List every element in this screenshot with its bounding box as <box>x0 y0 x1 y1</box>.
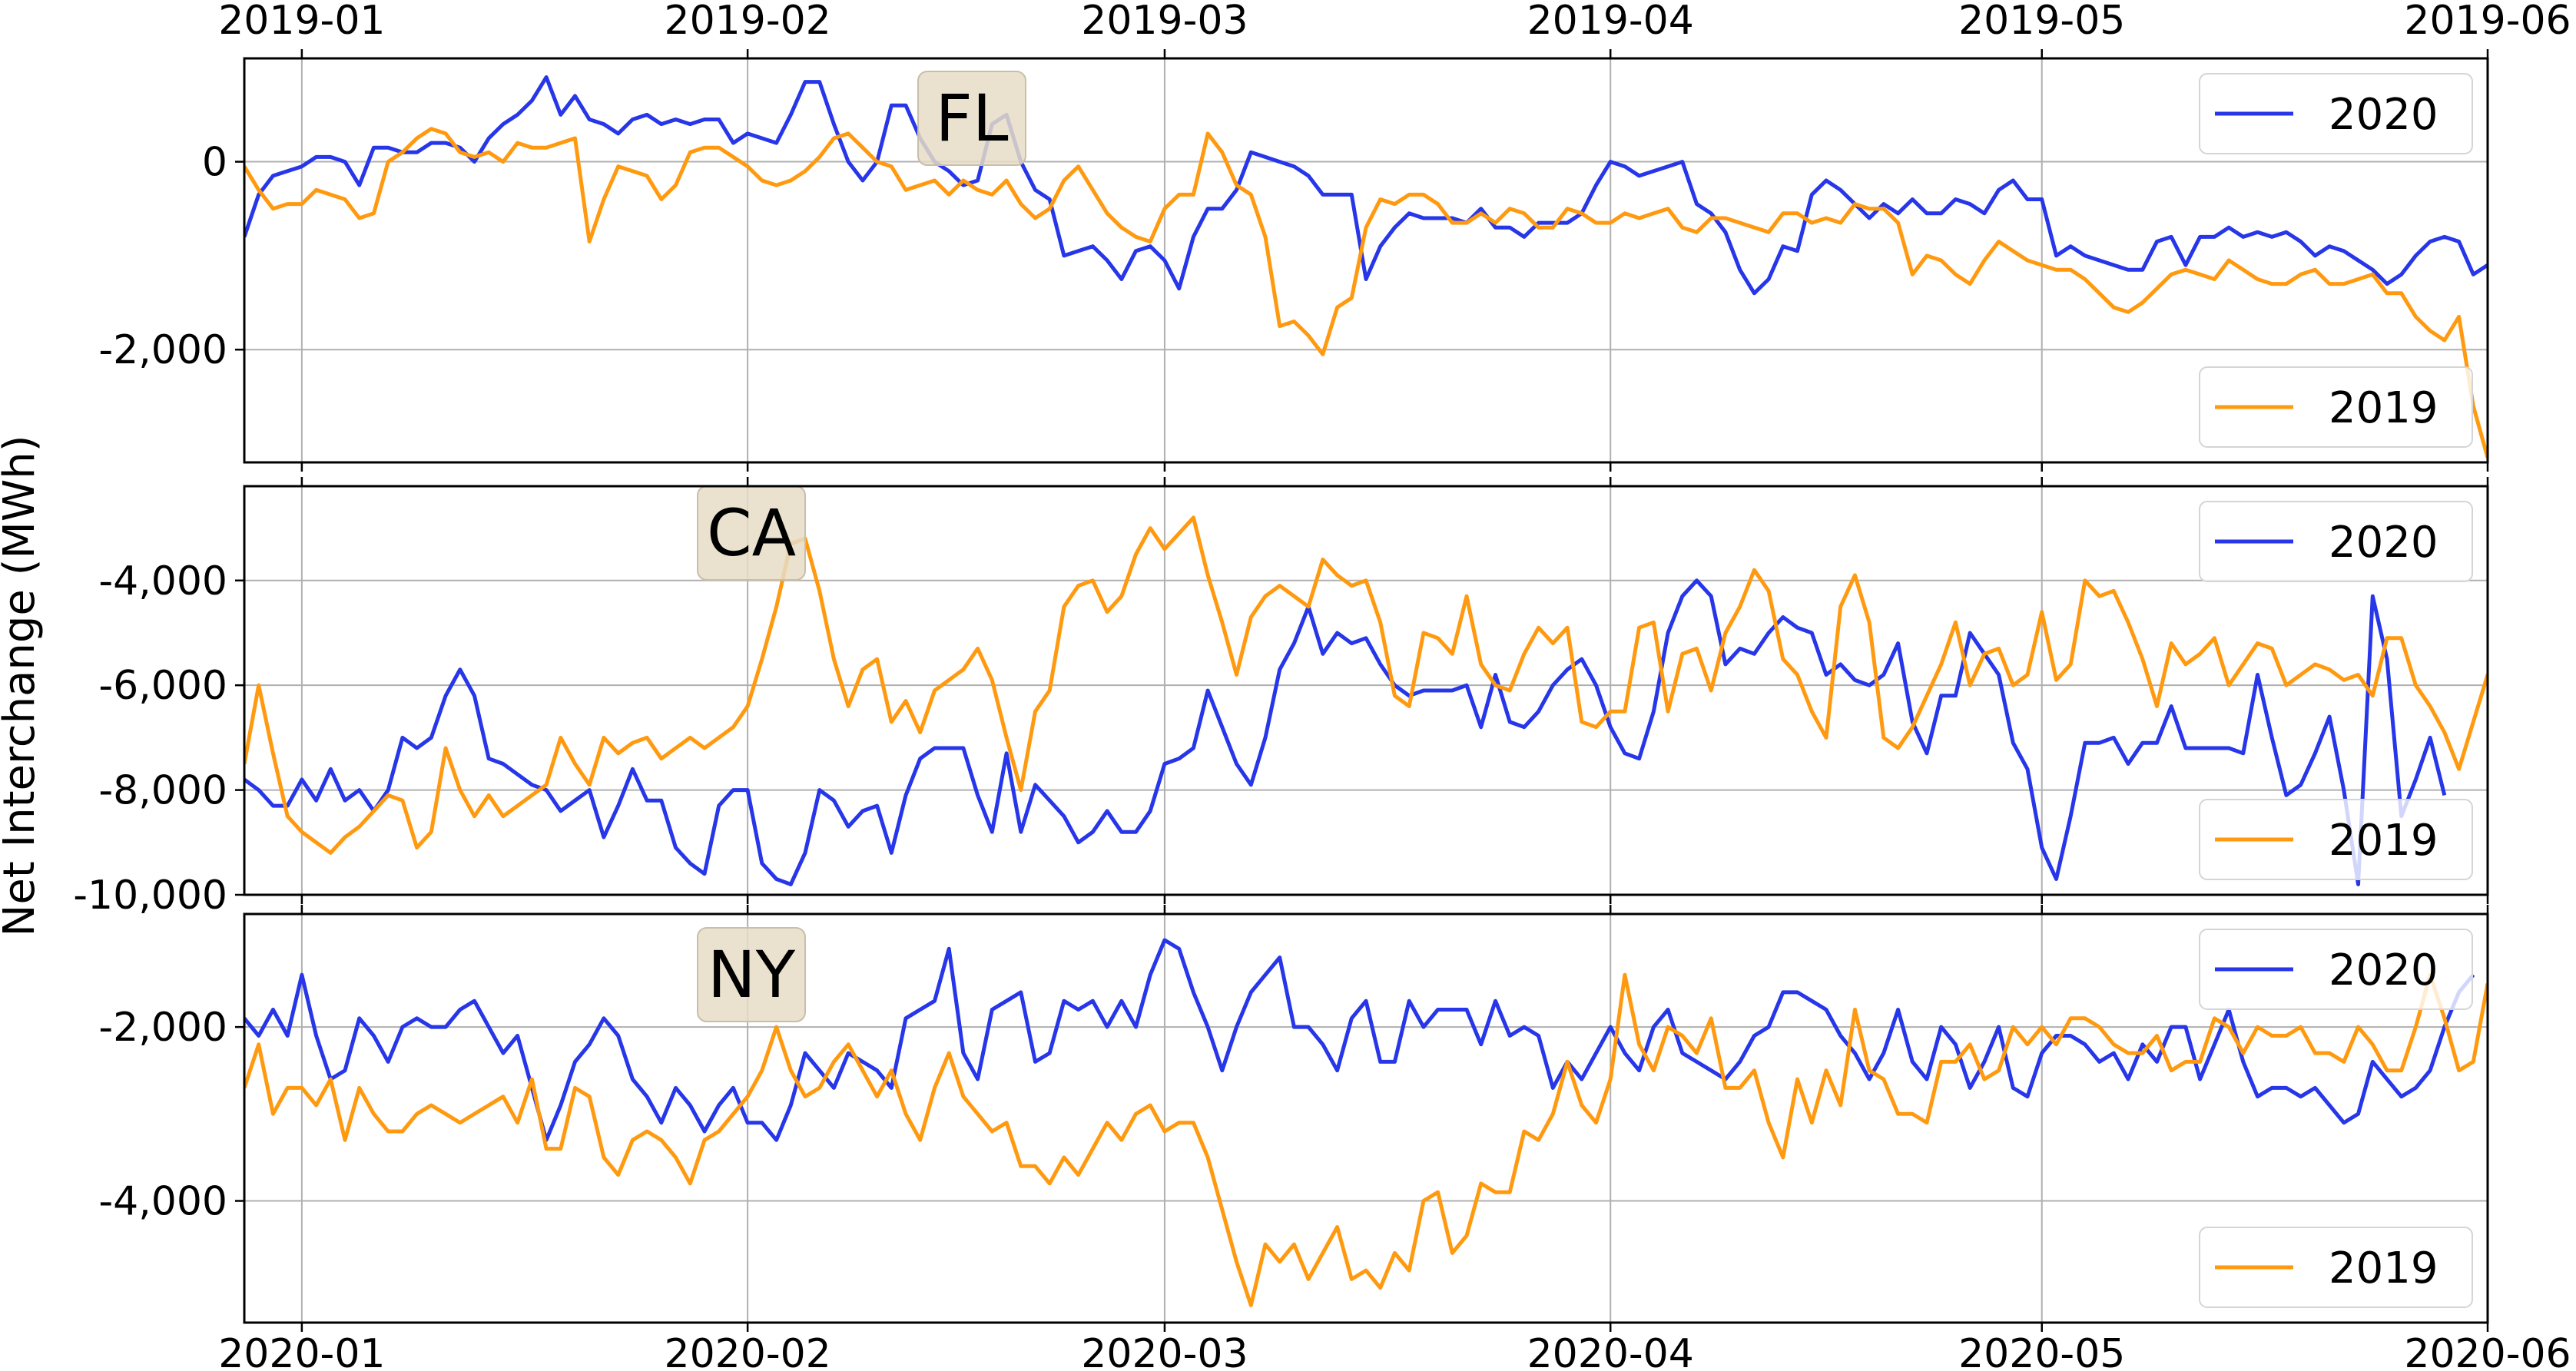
panel-tag-label: CA <box>707 495 796 571</box>
legend-label: 2020 <box>2329 90 2438 140</box>
x-tick-label-bottom: 2020-02 <box>664 1331 830 1371</box>
legend-2020: 2020 <box>2199 929 2473 1010</box>
plot-frame <box>243 912 2489 1324</box>
x-tick-label-top: 2019-06 <box>2404 0 2571 44</box>
panel-tag: FL <box>917 71 1026 166</box>
x-tick-label-bottom: 2020-06 <box>2404 1331 2571 1371</box>
panel-ca: -4,000 -6,000 -8,000 -10,000 CA 2020 2019 <box>73 477 2489 919</box>
y-tick-label: -2,000 <box>98 1005 227 1051</box>
x-tick-label-top: 2019-02 <box>664 0 830 44</box>
x-tick-label-bottom: 2020-04 <box>1527 1331 1694 1371</box>
panel-tag-label: NY <box>708 937 796 1012</box>
panels: 0 -2,000 FL 2020 2019 -4,000 -6,000 -8,000 -10,0… <box>73 49 2489 1332</box>
legend-label: 2020 <box>2329 518 2438 568</box>
x-tick-label-top: 2019-04 <box>1527 0 1694 44</box>
legend-label: 2020 <box>2329 945 2438 995</box>
y-tick-label: -4,000 <box>98 1179 227 1225</box>
series-line-2019 <box>244 127 2488 459</box>
top-axis-ticks: 2019-01 2019-02 2019-03 2019-04 2019-05 2019-… <box>218 0 2571 44</box>
y-tick-label: -8,000 <box>98 768 227 814</box>
panel-tag-label: FL <box>935 81 1008 156</box>
x-tick-label-top: 2019-03 <box>1081 0 1248 44</box>
y-tick-label: -6,000 <box>98 663 227 709</box>
panel-fl: 0 -2,000 FL 2020 2019 <box>98 49 2489 472</box>
legend-2019: 2019 <box>2199 1227 2473 1308</box>
legend-2020: 2020 <box>2199 501 2473 582</box>
series-line-2019 <box>244 515 2488 855</box>
legend-label: 2019 <box>2329 816 2438 866</box>
legend-2019: 2019 <box>2199 799 2473 880</box>
x-tick-label-top: 2019-01 <box>218 0 385 44</box>
bottom-axis-ticks: 2020-01 2020-02 2020-03 2020-04 2020-05 2020-… <box>218 1331 2571 1371</box>
plot-frame <box>243 485 2489 896</box>
y-tick-label: -2,000 <box>98 327 227 373</box>
legend-2020: 2020 <box>2199 73 2473 154</box>
x-tick-label-bottom: 2020-01 <box>218 1331 385 1371</box>
y-tick-label: -10,000 <box>73 873 227 919</box>
panel-tag: CA <box>697 485 806 581</box>
y-tick-label: 0 <box>202 140 227 186</box>
y-tick-label: -4,000 <box>98 558 227 604</box>
x-tick-label-top: 2019-05 <box>1958 0 2125 44</box>
panel-tag: NY <box>697 927 806 1022</box>
legend-label: 2019 <box>2329 383 2438 433</box>
series-line-2020 <box>244 938 2475 1142</box>
plot-frame <box>243 57 2489 464</box>
panel-ny: -2,000 -4,000 NY 2020 2019 <box>98 905 2489 1332</box>
series-line-2019 <box>244 972 2488 1307</box>
series-line-2020 <box>244 75 2488 296</box>
x-tick-label-bottom: 2020-05 <box>1958 1331 2125 1371</box>
legend-label: 2019 <box>2329 1244 2438 1293</box>
legend-2019: 2019 <box>2199 366 2473 448</box>
series-line-2020 <box>244 578 2447 886</box>
x-tick-label-bottom: 2020-03 <box>1081 1331 1248 1371</box>
y-axis-label: Net Interchange (MWh) <box>0 435 45 936</box>
